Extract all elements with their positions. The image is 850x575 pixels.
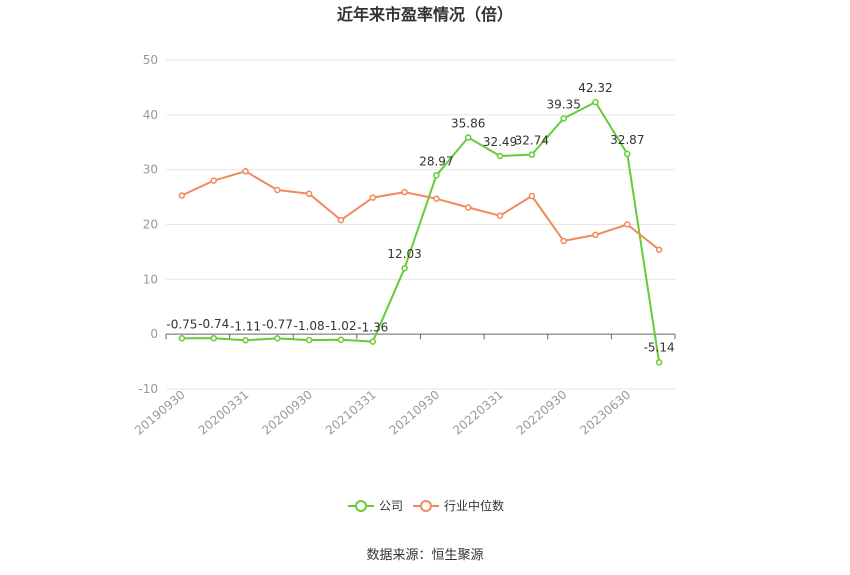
company-point xyxy=(305,336,313,344)
industry-median-point xyxy=(337,216,345,224)
industry-median-point xyxy=(528,192,536,200)
industry-median-point xyxy=(433,195,440,202)
company-point xyxy=(528,151,536,158)
industry-median-point xyxy=(624,221,631,228)
industry-median-point xyxy=(178,192,186,199)
company-point xyxy=(464,134,472,141)
company-data-label: -1.08 xyxy=(294,319,325,333)
x-axis: 20190930 20200331 20200930 20210331 20210930… xyxy=(132,333,676,438)
industry-median-point xyxy=(560,237,567,245)
industry-median-point xyxy=(210,177,217,184)
industry-median-point xyxy=(496,212,504,219)
data-labels: -0.75 -0.74 -1.11 -0.77 -1.08 -1.02 -1.36 12.03… xyxy=(166,81,674,354)
y-axis: 50 40 30 20 10 0 -10 xyxy=(138,53,158,396)
legend-item-industry-median[interactable]: 行业中位数 xyxy=(413,498,504,513)
legend-item-company[interactable]: 公司 xyxy=(348,499,403,513)
x-tick-label: 20210930 xyxy=(387,388,443,438)
industry-median-point xyxy=(242,168,249,175)
company-line xyxy=(181,101,661,363)
company-data-label: -1.36 xyxy=(357,321,388,335)
industry-median-point xyxy=(655,246,663,253)
y-tick-label: 50 xyxy=(143,53,158,67)
company-data-label: 39.35 xyxy=(546,97,580,111)
company-point xyxy=(274,335,281,342)
company-point xyxy=(337,336,345,344)
company-data-label: 35.86 xyxy=(451,117,485,131)
legend-marker xyxy=(355,500,367,512)
company-point xyxy=(655,359,663,366)
industry-median-point xyxy=(401,188,408,196)
industry-median-point xyxy=(274,186,281,194)
source-note: 数据来源：恒生聚源 xyxy=(366,548,483,563)
company-data-label: -1.02 xyxy=(325,319,356,333)
series-group xyxy=(178,98,663,366)
industry-median-line xyxy=(181,170,660,251)
y-tick-label: 20 xyxy=(143,218,158,232)
y-tick-label: 30 xyxy=(143,163,158,177)
industry-median-point xyxy=(369,194,377,201)
company-point xyxy=(592,98,599,106)
legend-label: 公司 xyxy=(379,499,403,513)
company-point xyxy=(560,115,567,122)
x-tick-label: 20220331 xyxy=(450,388,506,438)
company-data-label: 32.74 xyxy=(515,134,549,148)
x-tick-label: 20230630 xyxy=(577,388,633,438)
industry-median-point xyxy=(305,190,313,198)
y-tick-label: 0 xyxy=(150,327,158,341)
company-data-label: -1.11 xyxy=(230,319,261,333)
company-data-label: -5.14 xyxy=(644,340,675,354)
company-data-label: 12.03 xyxy=(387,247,421,261)
legend-label: 行业中位数 xyxy=(444,498,504,513)
company-data-label: -0.77 xyxy=(262,317,293,331)
company-data-label: 32.87 xyxy=(610,133,644,147)
chart-title: 近年来市盈率情况（倍） xyxy=(337,5,513,24)
company-point xyxy=(242,337,249,344)
industry-median-point xyxy=(464,204,472,211)
company-data-label: -0.75 xyxy=(166,317,197,331)
y-tick-label: 40 xyxy=(143,108,158,122)
company-data-label: 42.32 xyxy=(578,81,612,95)
company-data-label: 32.49 xyxy=(483,135,517,149)
company-point xyxy=(401,264,408,272)
company-point xyxy=(178,335,186,342)
legend[interactable]: 公司 行业中位数 xyxy=(348,498,504,513)
company-point xyxy=(210,334,217,342)
company-point xyxy=(496,152,504,160)
x-tick-label: 20210331 xyxy=(323,388,379,438)
company-point xyxy=(624,150,631,158)
company-point xyxy=(369,338,377,345)
company-data-label: 28.97 xyxy=(419,154,453,168)
company-point xyxy=(433,172,440,179)
industry-median-point xyxy=(592,231,599,239)
x-tick-label: 20200930 xyxy=(259,388,315,438)
x-tick-label: 20200331 xyxy=(196,388,252,438)
y-tick-label: -10 xyxy=(138,382,158,396)
y-tick-label: 10 xyxy=(143,272,158,286)
company-data-label: -0.74 xyxy=(198,317,229,331)
x-tick-label: 20220930 xyxy=(514,388,570,438)
legend-marker xyxy=(420,500,432,512)
grid xyxy=(166,59,675,390)
